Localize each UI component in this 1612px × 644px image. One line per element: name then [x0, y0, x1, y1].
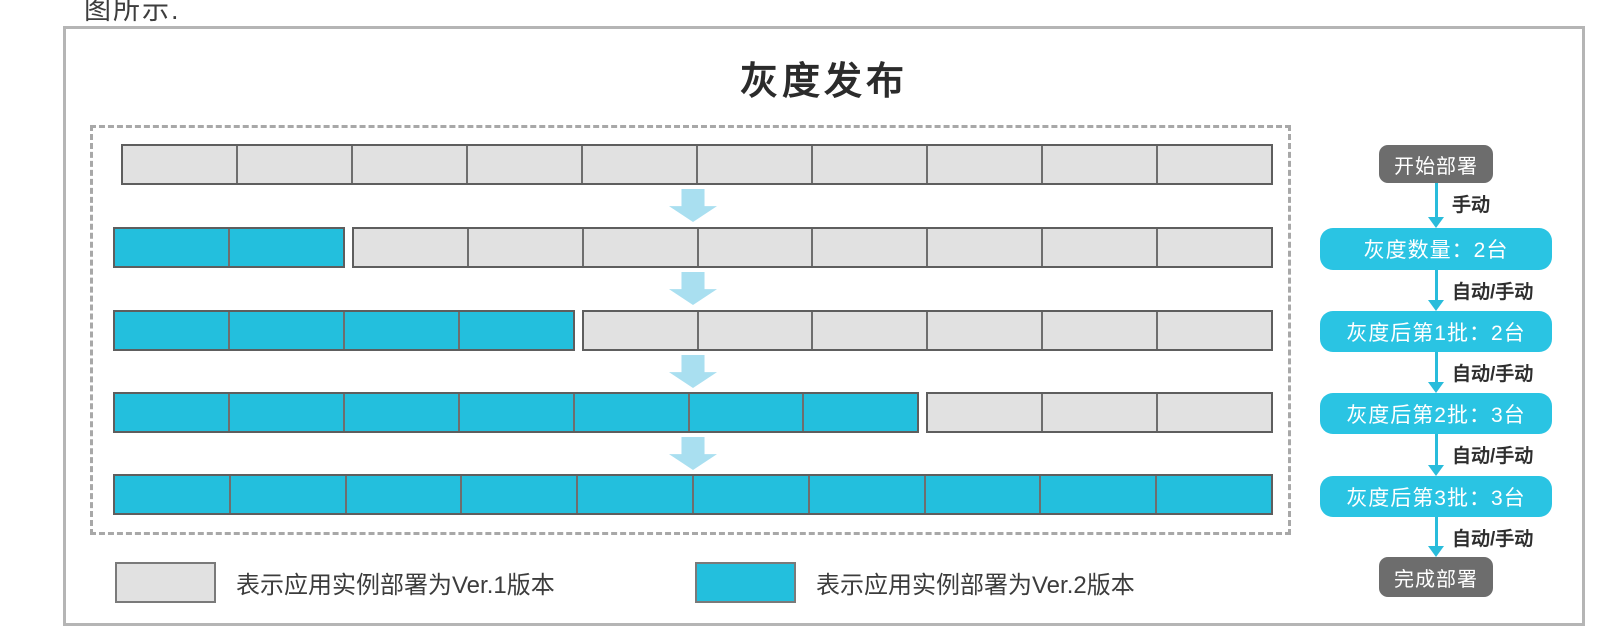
instance-group-ver2 [113, 474, 1273, 515]
instance-cell-ver1 [811, 229, 927, 266]
instance-cell-ver2 [923, 476, 1040, 513]
flow-connector-line [1435, 270, 1438, 301]
flow-node-4: 灰度后第3批：3台 [1320, 476, 1552, 517]
instance-cell-ver1 [466, 229, 582, 266]
instance-cell-ver1 [351, 146, 466, 183]
instance-cell-ver1 [466, 146, 581, 183]
instance-cell-ver1 [353, 229, 467, 266]
flow-arrowhead-icon [1428, 300, 1444, 311]
instance-group-ver2 [113, 310, 575, 351]
flow-edge-label-2: 自动/手动 [1452, 364, 1534, 385]
instance-cell-ver1 [811, 146, 926, 183]
instance-cell-ver2 [227, 229, 343, 266]
instance-cell-ver1 [581, 146, 696, 183]
instances-dashed-region [90, 125, 1291, 535]
row-gray-quantity [113, 227, 1273, 268]
flow-node-0: 开始部署 [1379, 145, 1493, 183]
instance-cell-ver2 [802, 394, 918, 431]
row-batch-1 [113, 310, 1273, 351]
instance-cell-ver1 [1041, 312, 1157, 349]
instance-cell-ver1 [1041, 229, 1157, 266]
instance-cell-ver1 [583, 312, 697, 349]
row-initial [121, 144, 1273, 185]
instance-cell-ver2 [457, 394, 573, 431]
flow-node-1: 灰度数量：2台 [1320, 228, 1552, 270]
instance-cell-ver2 [115, 476, 229, 513]
flow-node-2: 灰度后第1批：2台 [1320, 311, 1552, 352]
flow-connector-line [1435, 434, 1438, 466]
instance-group-ver2 [113, 227, 345, 268]
legend-ver2-label: 表示应用实例部署为Ver.2版本 [816, 572, 1135, 599]
instance-group-ver2 [113, 392, 920, 433]
flow-node-5: 完成部署 [1379, 557, 1493, 597]
instance-cell-ver2 [115, 312, 228, 349]
instance-cell-ver2 [344, 476, 461, 513]
instance-cell-ver2 [342, 312, 458, 349]
row-batch-2 [113, 392, 1273, 433]
flow-edge-label-4: 自动/手动 [1452, 529, 1534, 550]
instance-cell-ver1 [926, 146, 1041, 183]
instance-cell-ver1 [1156, 146, 1271, 183]
flow-connector-line [1435, 352, 1438, 383]
instance-cell-ver1 [123, 146, 236, 183]
instance-cell-ver1 [1156, 229, 1272, 266]
legend-ver1-label: 表示应用实例部署为Ver.1版本 [236, 572, 555, 599]
instance-cell-ver2 [115, 394, 228, 431]
instance-cell-ver2 [572, 394, 688, 431]
instance-cell-ver1 [696, 146, 811, 183]
instance-cell-ver2 [227, 312, 343, 349]
instance-cell-ver1 [1156, 312, 1272, 349]
instance-cell-ver1 [1041, 146, 1156, 183]
instance-cell-ver2 [457, 312, 573, 349]
instance-group-ver1 [351, 227, 1273, 268]
instance-cell-ver1 [581, 229, 697, 266]
instance-cell-ver1 [1041, 394, 1157, 431]
instance-cell-ver1 [926, 312, 1042, 349]
instance-cell-ver1 [236, 146, 351, 183]
flow-connector-line [1435, 517, 1438, 547]
flow-edge-label-1: 自动/手动 [1452, 282, 1534, 303]
ver2-color-swatch [695, 562, 796, 603]
flow-connector-line [1435, 183, 1438, 218]
caption-text: 图所示. [84, 0, 181, 25]
instance-cell-ver2 [1039, 476, 1156, 513]
instance-group-ver1 [121, 144, 1273, 185]
ver1-color-swatch [115, 562, 216, 603]
legend-ver1: 表示应用实例部署为Ver.1版本 [115, 562, 555, 603]
flow-edge-label-3: 自动/手动 [1452, 446, 1534, 467]
flow-arrowhead-icon [1428, 465, 1444, 476]
flow-arrowhead-icon [1428, 546, 1444, 557]
instance-cell-ver2 [807, 476, 924, 513]
instance-cell-ver2 [228, 476, 345, 513]
instance-cell-ver1 [811, 312, 927, 349]
instance-cell-ver2 [227, 394, 343, 431]
instance-cell-ver1 [696, 229, 812, 266]
flow-node-3: 灰度后第2批：3台 [1320, 393, 1552, 434]
instance-cell-ver2 [115, 229, 228, 266]
flow-arrowhead-icon [1428, 217, 1444, 228]
diagram-title: 灰度发布 [739, 61, 908, 103]
flow-edge-label-0: 手动 [1452, 195, 1491, 216]
instance-cell-ver1 [926, 229, 1042, 266]
instance-group-ver1 [926, 392, 1273, 433]
instance-cell-ver2 [342, 394, 458, 431]
row-batch-3 [113, 474, 1273, 515]
instance-cell-ver2 [460, 476, 577, 513]
legend-ver2: 表示应用实例部署为Ver.2版本 [695, 562, 1135, 603]
instance-cell-ver2 [576, 476, 692, 513]
instance-cell-ver2 [691, 476, 808, 513]
flow-arrowhead-icon [1428, 382, 1444, 393]
instance-cell-ver1 [696, 312, 812, 349]
instance-group-ver1 [581, 310, 1273, 351]
instance-cell-ver2 [687, 394, 803, 431]
instance-cell-ver2 [1155, 476, 1271, 513]
instance-cell-ver1 [1156, 394, 1272, 431]
instance-cell-ver1 [928, 394, 1042, 431]
